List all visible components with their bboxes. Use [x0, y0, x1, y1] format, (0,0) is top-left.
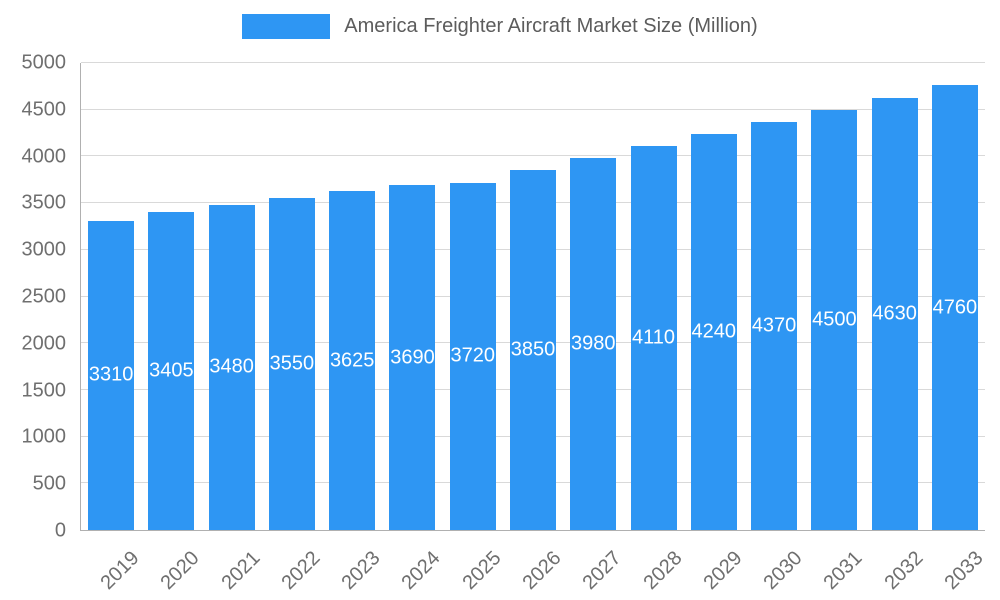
- x-tick-label: 2026: [518, 547, 566, 595]
- bar-value-label: 3850: [510, 338, 556, 361]
- y-tick-label: 500: [32, 472, 66, 495]
- bar-value-label: 3690: [390, 346, 435, 369]
- bar-value-label: 3720: [450, 344, 495, 367]
- bar-2029: 4240: [690, 133, 737, 530]
- y-axis: 0 500 1000 1500 2000 2500 3000 3500 4000 4500 5000: [0, 52, 72, 542]
- bar-2021: 3480: [208, 204, 255, 530]
- x-tick-label: 2028: [639, 547, 687, 595]
- x-tick-label: 2020: [156, 547, 204, 595]
- y-tick-label: 2500: [21, 285, 67, 308]
- bar-value-label: 3625: [329, 349, 375, 372]
- y-tick-label: 1500: [21, 379, 67, 402]
- bar-value-label: 4630: [872, 302, 917, 325]
- y-tick-label: 5000: [21, 51, 67, 74]
- x-tick-label: 2022: [277, 547, 325, 595]
- bar-value-label: 3310: [88, 363, 134, 386]
- bar-value-label: 3980: [571, 332, 616, 355]
- x-tick-label: 2023: [337, 547, 385, 595]
- legend-swatch: [242, 14, 331, 39]
- bar-2027: 3980: [570, 158, 617, 530]
- x-axis: 2019 2020 2021 2022 2023 2024 2025 2026 2027 2028…: [80, 537, 988, 600]
- bar-2020: 3405: [148, 211, 195, 530]
- bar-2026: 3850: [510, 170, 556, 530]
- y-tick-label: 3500: [21, 191, 67, 214]
- bar-2033: 4760: [931, 85, 978, 530]
- x-tick-label: 2033: [940, 547, 988, 595]
- y-tick-label: 1000: [21, 425, 67, 448]
- x-tick-label: 2024: [397, 547, 446, 595]
- bar-value-label: 4110: [632, 326, 676, 349]
- bar-value-label: 3405: [149, 359, 194, 382]
- bar-2030: 4370: [751, 121, 798, 530]
- x-tick-label: 2029: [699, 547, 747, 595]
- gridline: [81, 155, 985, 157]
- y-tick-label: 4500: [21, 98, 67, 121]
- bar-value-label: 4760: [932, 296, 978, 319]
- chart-title: America Freighter Aircraft Market Size (…: [344, 15, 758, 37]
- x-tick-label: 2021: [217, 547, 265, 595]
- bar-value-label: 4370: [751, 314, 797, 337]
- x-tick-label: 2025: [458, 547, 506, 595]
- bar-2022: 3550: [268, 198, 315, 530]
- bar-2032: 4630: [871, 97, 918, 530]
- x-tick-label: 2032: [880, 547, 928, 595]
- x-tick-label: 2030: [759, 547, 807, 595]
- plot-area: 3310 3405 3480 3550 3625 3690 3720 3850 3980 4110…: [80, 62, 985, 531]
- y-tick-label: 3000: [21, 238, 67, 261]
- bar-2019: 3310: [88, 220, 135, 530]
- bar-value-label: 3480: [209, 355, 254, 378]
- gridline: [81, 62, 985, 63]
- bar-2023: 3625: [329, 191, 376, 530]
- bar-value-label: 3550: [269, 352, 315, 375]
- chart-legend: America Freighter Aircraft Market Size (…: [0, 14, 1000, 39]
- y-tick-label: 0: [54, 519, 66, 542]
- y-tick-label: 2000: [21, 332, 67, 355]
- bar-value-label: 4240: [691, 320, 737, 343]
- bar-2024: 3690: [389, 185, 436, 530]
- bar-value-label: 4500: [812, 308, 857, 331]
- x-tick-label: 2019: [96, 547, 144, 595]
- x-tick-label: 2027: [578, 547, 626, 595]
- bar-2028: 4110: [630, 146, 677, 530]
- gridline: [81, 108, 985, 110]
- bar-2025: 3720: [449, 182, 496, 530]
- y-tick-label: 4000: [21, 145, 67, 168]
- x-tick-label: 2031: [819, 547, 867, 595]
- bar-2031: 4500: [811, 109, 858, 530]
